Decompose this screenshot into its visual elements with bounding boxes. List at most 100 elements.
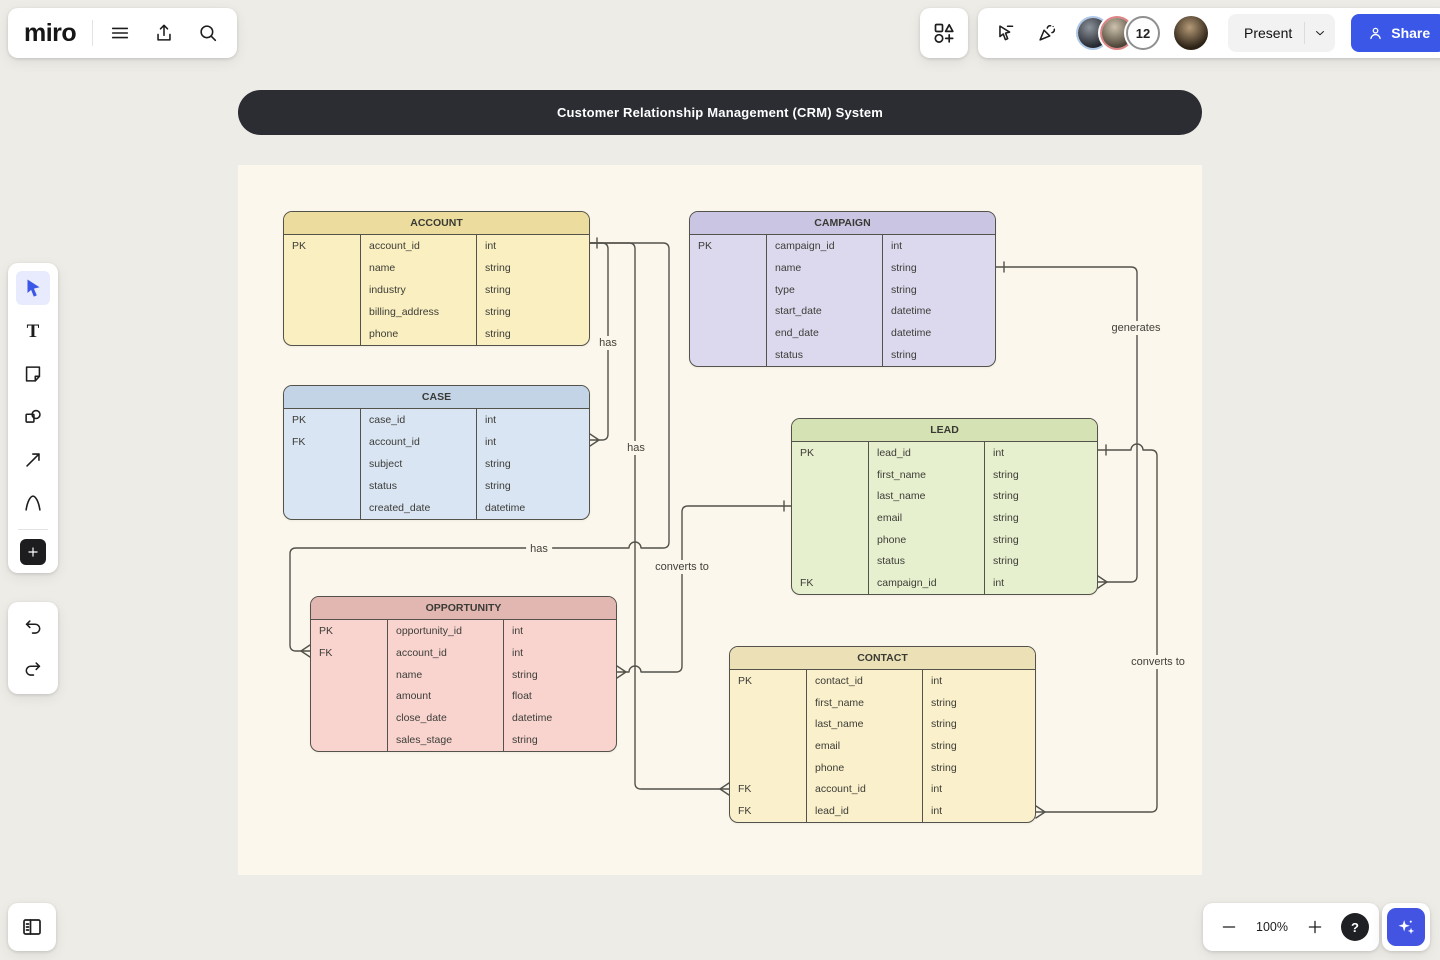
- shapes-tool[interactable]: [16, 400, 50, 434]
- field-key: PK: [800, 446, 815, 459]
- ai-assistant-button[interactable]: [1387, 908, 1425, 946]
- sticky-note-tool[interactable]: [16, 357, 50, 391]
- connection-line-tool[interactable]: [16, 443, 50, 477]
- more-tools-button[interactable]: [20, 539, 46, 565]
- menu-icon: [112, 27, 129, 39]
- field-name: name: [396, 668, 423, 681]
- main-menu-button[interactable]: [103, 16, 137, 50]
- field-type: string: [512, 734, 538, 747]
- field-name: name: [775, 261, 802, 274]
- entity-contact[interactable]: CONTACT PK FK FK contact_id first_name last_na…: [729, 646, 1036, 823]
- field-type: int: [993, 577, 1005, 590]
- entity-title: CONTACT: [730, 647, 1035, 670]
- search-icon: [200, 25, 217, 42]
- hide-collaborators-cursors-button[interactable]: [988, 16, 1022, 50]
- zoom-in-button[interactable]: [1303, 910, 1327, 944]
- field-type: string: [485, 262, 511, 274]
- redo-button[interactable]: [16, 652, 50, 686]
- miro-logo[interactable]: miro: [24, 18, 77, 47]
- field-key: [311, 707, 387, 729]
- field-type: datetime: [485, 502, 526, 514]
- entity-opportunity[interactable]: OPPORTUNITY PK FK opportunity_id account_id n…: [310, 596, 617, 752]
- history-toolbar: [8, 602, 58, 694]
- reactions-button[interactable]: [1030, 16, 1064, 50]
- connector-label-lead-converts-to-contact[interactable]: converts to: [1127, 655, 1189, 669]
- field-key: [284, 475, 360, 497]
- field-name: status: [369, 480, 398, 492]
- export-button[interactable]: [147, 16, 181, 50]
- collaborator-count-badge[interactable]: 12: [1126, 16, 1160, 50]
- field-name: created_date: [369, 502, 431, 514]
- collaborator-avatars[interactable]: 12: [1078, 16, 1208, 50]
- zoom-toolbar: 100% ?: [1203, 903, 1379, 951]
- share-button[interactable]: Share: [1351, 14, 1440, 52]
- current-user-avatar[interactable]: [1174, 16, 1208, 50]
- creation-toolbar: T: [8, 263, 58, 573]
- field-name: status: [775, 349, 804, 362]
- field-type: string: [931, 761, 957, 774]
- field-key: PK: [292, 240, 307, 252]
- field-name: start_date: [775, 305, 822, 318]
- text-tool[interactable]: T: [16, 314, 50, 348]
- field-type: string: [891, 283, 917, 296]
- field-type: int: [485, 414, 497, 426]
- templates-button[interactable]: [920, 8, 968, 58]
- field-type: string: [485, 480, 511, 492]
- field-key: [690, 257, 766, 279]
- present-options-button[interactable]: [1305, 14, 1335, 52]
- field-key: [730, 713, 806, 735]
- entity-lead[interactable]: LEAD PK FK lead_id first_name last_name email p…: [791, 418, 1098, 595]
- zoom-out-button[interactable]: [1217, 910, 1241, 944]
- field-key: [284, 257, 360, 279]
- connector-label-account-has-case[interactable]: has: [595, 336, 621, 350]
- top-right-toolbar: 12 Present Share: [978, 8, 1440, 58]
- entity-title: OPPORTUNITY: [311, 597, 616, 620]
- sticky-note-icon: [25, 366, 41, 382]
- field-name: lead_id: [815, 805, 849, 818]
- zoom-level[interactable]: 100%: [1256, 920, 1288, 934]
- confetti-icon: [1039, 24, 1056, 41]
- connector-label-lead-converts-to-opportunity[interactable]: converts to: [651, 560, 713, 574]
- present-divider: [1304, 22, 1306, 44]
- field-key: [284, 323, 360, 345]
- connector-label-account-has-contact[interactable]: has: [623, 441, 649, 455]
- field-key: PK: [292, 414, 307, 426]
- top-left-toolbar: miro: [8, 8, 238, 58]
- field-key: [730, 692, 806, 714]
- connector-label-account-has-opportunity[interactable]: has: [526, 542, 552, 556]
- field-type: string: [485, 306, 511, 318]
- field-name: phone: [815, 761, 845, 774]
- board-title-shape[interactable]: Customer Relationship Management (CRM) S…: [238, 90, 1202, 135]
- field-type: int: [512, 646, 524, 659]
- help-button[interactable]: ?: [1341, 913, 1369, 941]
- field-name: close_date: [396, 712, 447, 725]
- field-type: int: [931, 805, 943, 818]
- frames-panel-button[interactable]: [8, 903, 56, 951]
- person-icon: [1370, 27, 1381, 39]
- cursor-hide-icon: [999, 25, 1014, 41]
- field-name: email: [815, 740, 841, 753]
- entity-title: CASE: [284, 386, 589, 409]
- cursor-icon: [27, 279, 40, 297]
- field-key: [284, 453, 360, 475]
- toolbar-divider: [18, 529, 48, 530]
- field-key: [690, 300, 766, 322]
- field-name: billing_address: [369, 306, 440, 318]
- pen-icon: [25, 495, 41, 511]
- present-button[interactable]: Present: [1228, 14, 1336, 52]
- field-name: lead_id: [877, 446, 911, 459]
- undo-button[interactable]: [16, 610, 50, 644]
- undo-icon: [25, 620, 41, 634]
- plus-icon: [1308, 920, 1322, 934]
- entity-account[interactable]: ACCOUNT PK account_id name industry billing_a…: [283, 211, 590, 346]
- field-name: last_name: [877, 490, 926, 503]
- select-tool[interactable]: [16, 271, 50, 305]
- pen-tool[interactable]: [16, 486, 50, 520]
- field-key: [730, 757, 806, 779]
- connector-label-campaign-generates-lead[interactable]: generates: [1107, 321, 1165, 335]
- entity-campaign[interactable]: CAMPAIGN PK campaign_id name type start_date e…: [689, 211, 996, 367]
- entity-case[interactable]: CASE PK FK case_id account_id subject status cr…: [283, 385, 590, 520]
- search-button[interactable]: [191, 16, 225, 50]
- export-icon: [157, 24, 171, 41]
